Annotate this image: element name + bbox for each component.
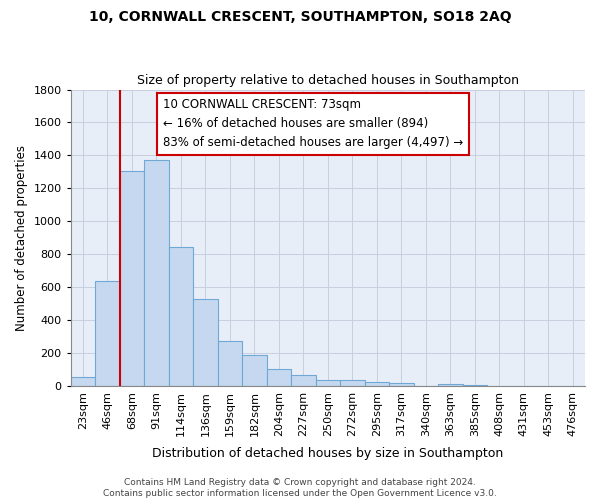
Text: Contains HM Land Registry data © Crown copyright and database right 2024.
Contai: Contains HM Land Registry data © Crown c… (103, 478, 497, 498)
Bar (291, 375, 316, 386)
Bar (193, 298, 218, 386)
Bar (463, 385, 487, 386)
Bar (340, 380, 365, 386)
Bar (438, 384, 463, 386)
Y-axis label: Number of detached properties: Number of detached properties (15, 144, 28, 330)
Bar (144, 160, 169, 386)
Bar (266, 368, 291, 386)
Text: 10, CORNWALL CRESCENT, SOUTHAMPTON, SO18 2AQ: 10, CORNWALL CRESCENT, SOUTHAMPTON, SO18… (89, 10, 511, 24)
Bar (169, 247, 193, 386)
Bar (316, 380, 340, 386)
Bar (389, 384, 413, 386)
Text: 10 CORNWALL CRESCENT: 73sqm
← 16% of detached houses are smaller (894)
83% of se: 10 CORNWALL CRESCENT: 73sqm ← 16% of det… (163, 98, 464, 150)
Bar (218, 340, 242, 386)
Bar (71, 377, 95, 386)
Bar (119, 171, 144, 386)
Title: Size of property relative to detached houses in Southampton: Size of property relative to detached ho… (137, 74, 519, 87)
Bar (242, 356, 266, 386)
Bar (95, 282, 119, 386)
X-axis label: Distribution of detached houses by size in Southampton: Distribution of detached houses by size … (152, 447, 503, 460)
Bar (365, 382, 389, 386)
